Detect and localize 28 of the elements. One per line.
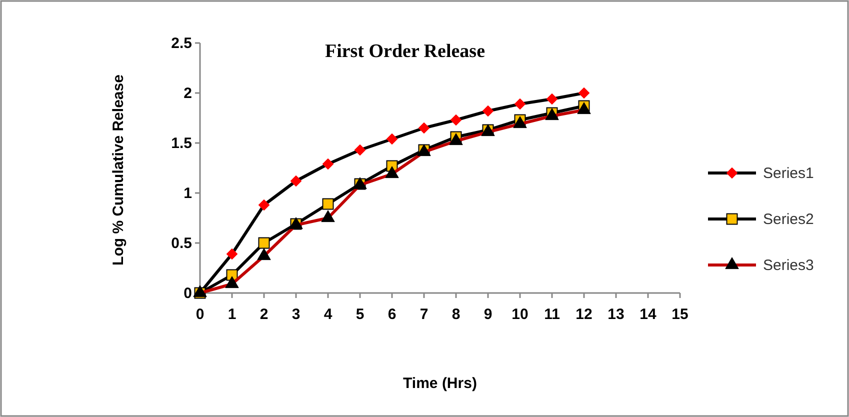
x-tick-label: 13 (608, 306, 624, 323)
x-axis-title: Time (Hrs) (403, 375, 477, 392)
legend-label: Series2 (763, 211, 814, 228)
x-tick-label: 6 (388, 306, 396, 323)
x-tick-label: 15 (672, 306, 688, 323)
x-tick-label: 3 (292, 306, 300, 323)
x-tick-label: 8 (452, 306, 460, 323)
y-axis-title: Log % Cumulative Release (110, 74, 127, 266)
x-tick-label: 5 (356, 306, 364, 323)
x-tick-label: 4 (324, 306, 333, 323)
y-tick-label: 0.5 (171, 234, 192, 252)
x-tick-label: 0 (196, 306, 204, 323)
chart-title: First Order Release (324, 41, 486, 62)
legend-label: Series1 (763, 165, 814, 182)
y-tick-label: 1.5 (171, 134, 192, 152)
y-tick-label: 1 (184, 184, 192, 202)
y-tick-label: 2 (184, 84, 192, 102)
x-tick-label: 11 (544, 306, 560, 323)
x-tick-label: 10 (512, 306, 528, 323)
x-tick-label: 7 (420, 306, 428, 323)
x-tick-label: 2 (260, 306, 268, 323)
legend-label: Series3 (763, 257, 814, 274)
x-tick-label: 9 (484, 306, 492, 323)
x-tick-label: 14 (640, 306, 657, 323)
x-tick-label: 12 (576, 306, 592, 323)
y-tick-label: 2.5 (171, 34, 192, 52)
x-tick-label: 1 (228, 306, 236, 323)
y-tick-label: 0 (184, 284, 192, 302)
